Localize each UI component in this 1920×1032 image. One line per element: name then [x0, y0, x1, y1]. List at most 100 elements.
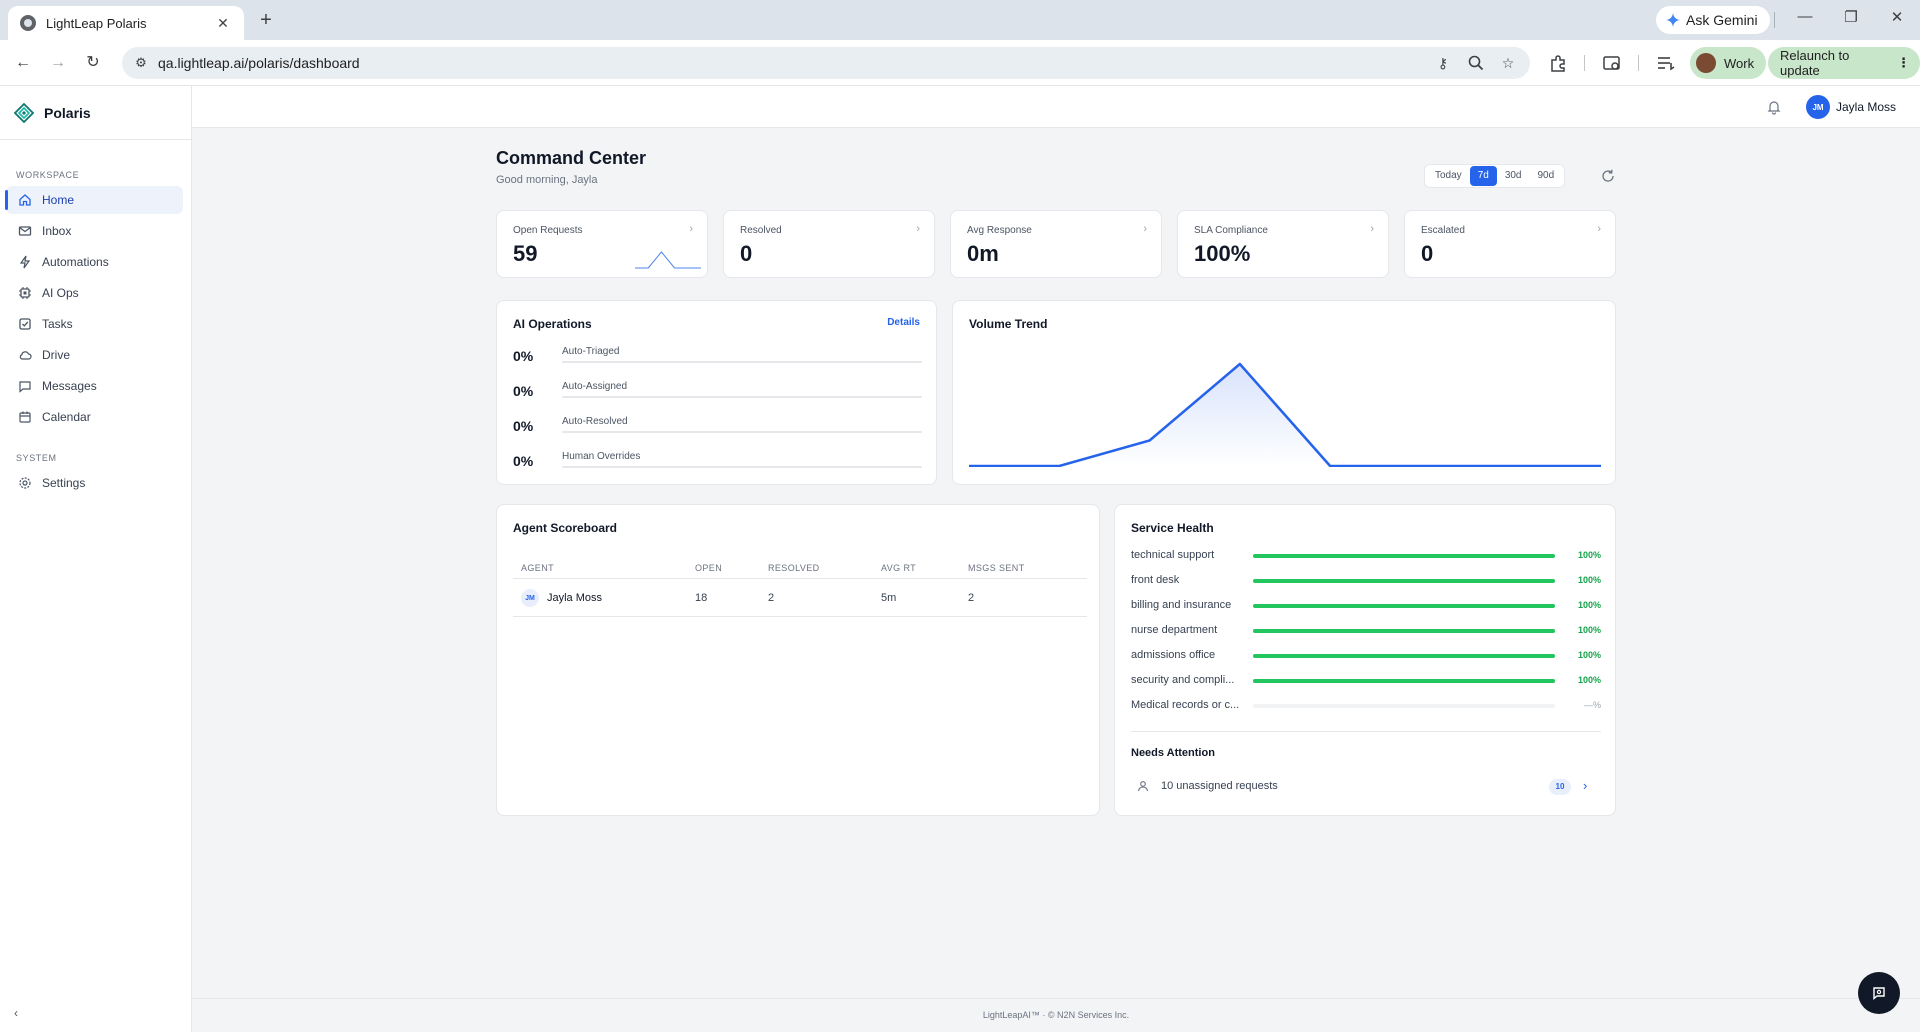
date-range-selector: Today 7d 30d 90d: [1424, 164, 1566, 188]
zoom-icon[interactable]: [1467, 54, 1485, 72]
series-line: [969, 362, 1601, 467]
forward-button[interactable]: →: [50, 54, 66, 71]
gemini-sparkle-icon: [1666, 13, 1680, 27]
kpi-sla-compliance[interactable]: SLA Compliance 100% ›: [1177, 210, 1389, 278]
progress-track: [562, 396, 922, 398]
column-header[interactable]: OPEN: [695, 563, 723, 573]
sidebar-item-inbox[interactable]: Inbox: [6, 217, 183, 245]
kpi-open-requests[interactable]: Open Requests 59 ›: [496, 210, 708, 278]
close-window-button[interactable]: ✕: [1890, 9, 1904, 26]
card-title: Volume Trend: [969, 317, 1048, 331]
ops-label: Auto-Triaged: [562, 346, 620, 357]
service-row[interactable]: front desk 100%: [1131, 573, 1601, 591]
health-value: —%: [1583, 700, 1601, 710]
globe-icon: [20, 15, 36, 31]
bell-icon[interactable]: [1766, 99, 1782, 115]
chat-icon: [1873, 987, 1885, 1000]
sidebar-item-automations[interactable]: Automations: [6, 248, 183, 276]
column-header[interactable]: AVG RT: [881, 563, 917, 573]
browser-tab[interactable]: LightLeap Polaris ✕: [8, 6, 244, 40]
health-track: [1253, 604, 1555, 608]
brand[interactable]: Polaris: [0, 86, 191, 140]
kpi-value: 0: [740, 241, 753, 266]
avatar: JM: [521, 589, 539, 607]
health-track: [1253, 704, 1555, 708]
extensions-icon[interactable]: [1547, 52, 1569, 74]
needs-attention-item[interactable]: 10 unassigned requests 10 ›: [1131, 775, 1601, 799]
range-90d[interactable]: 90d: [1537, 170, 1555, 181]
service-row[interactable]: security and compli... 100%: [1131, 673, 1601, 691]
column-header[interactable]: RESOLVED: [768, 563, 820, 573]
kpi-avg-response[interactable]: Avg Response 0m ›: [950, 210, 1162, 278]
sidebar-item-home[interactable]: Home: [5, 186, 183, 214]
address-bar[interactable]: ⚙ qa.lightleap.ai/polaris/dashboard ⚷ ☆: [122, 47, 1530, 79]
details-link[interactable]: Details: [887, 317, 920, 328]
restore-button[interactable]: ❐: [1844, 9, 1858, 26]
minimize-button[interactable]: —: [1797, 8, 1813, 25]
ask-gemini-button[interactable]: Ask Gemini: [1656, 6, 1770, 34]
new-tab-button[interactable]: +: [260, 9, 272, 31]
service-row[interactable]: Medical records or c... —%: [1131, 698, 1601, 716]
system-section-label: SYSTEM: [16, 453, 57, 463]
range-today[interactable]: Today: [1435, 170, 1462, 181]
service-row[interactable]: billing and insurance 100%: [1131, 598, 1601, 616]
key-icon[interactable]: ⚷: [1437, 55, 1449, 71]
ai-operations-card: AI Operations Details 0% Auto-Triaged 0%…: [496, 300, 937, 485]
chevron-right-icon: ›: [916, 223, 920, 235]
sidebar-item-tasks[interactable]: Tasks: [6, 310, 183, 338]
kpi-escalated[interactable]: Escalated 0 ›: [1404, 210, 1616, 278]
sidebar-item-calendar[interactable]: Calendar: [6, 403, 183, 431]
reload-button[interactable]: ↻: [86, 54, 100, 71]
gear-icon: [19, 477, 31, 489]
profile-chip[interactable]: Work: [1690, 47, 1767, 79]
health-fill: [1253, 554, 1555, 558]
profile-label: Work: [1724, 55, 1755, 71]
chevron-right-icon: ›: [1583, 778, 1588, 793]
range-7d[interactable]: 7d: [1469, 166, 1497, 186]
tab-search-icon[interactable]: [1601, 52, 1623, 74]
user-name: Jayla Moss: [1836, 100, 1897, 114]
column-header[interactable]: AGENT: [521, 563, 555, 573]
refresh-icon[interactable]: [1600, 168, 1616, 184]
volume-trend-chart: [969, 362, 1601, 467]
column-header[interactable]: MSGS SENT: [968, 563, 1025, 573]
sidebar-item-ai-ops[interactable]: AI Ops: [6, 279, 183, 307]
workspace-section-label: WORKSPACE: [16, 170, 80, 180]
health-track: [1253, 654, 1555, 658]
open-cell: 18: [695, 592, 708, 604]
ops-value: 0%: [513, 348, 534, 364]
divider: [1774, 12, 1775, 28]
bookmark-star-icon[interactable]: ☆: [1501, 55, 1515, 71]
chat-support-button[interactable]: [1858, 972, 1900, 1014]
sidebar-item-label: Settings: [42, 476, 86, 490]
url-text: qa.lightleap.ai/polaris/dashboard: [158, 55, 360, 71]
kpi-resolved[interactable]: Resolved 0 ›: [723, 210, 935, 278]
relaunch-button[interactable]: Relaunch to update ⋮: [1768, 47, 1920, 79]
more-menu-icon[interactable]: ⋮: [1897, 55, 1910, 70]
site-settings-icon[interactable]: ⚙: [135, 55, 147, 70]
sidebar-item-drive[interactable]: Drive: [6, 341, 183, 369]
ops-label: Auto-Resolved: [562, 416, 628, 427]
needs-attention-title: Needs Attention: [1131, 747, 1215, 759]
sidebar-item-messages[interactable]: Messages: [6, 372, 183, 400]
card-title: AI Operations: [513, 317, 592, 331]
sidebar-item-label: Messages: [42, 379, 97, 393]
sidebar-item-label: Calendar: [42, 410, 91, 424]
ops-row: 0% Auto-Resolved: [513, 414, 922, 438]
kpi-value: 59: [513, 241, 538, 266]
media-controls-icon[interactable]: [1655, 52, 1677, 74]
tab-close-icon[interactable]: ✕: [217, 14, 229, 31]
bolt-icon: [19, 255, 31, 269]
sidebar-item-settings[interactable]: Settings: [6, 469, 183, 497]
table-row[interactable]: JM Jayla Moss 18 2 5m 2: [513, 579, 1087, 617]
user-menu[interactable]: JM Jayla Moss: [1806, 95, 1896, 119]
service-row[interactable]: technical support 100%: [1131, 548, 1601, 566]
service-row[interactable]: admissions office 100%: [1131, 648, 1601, 666]
range-30d[interactable]: 30d: [1504, 170, 1522, 181]
back-button[interactable]: ←: [15, 54, 31, 71]
kpi-label: Escalated: [1421, 225, 1465, 236]
service-row[interactable]: nurse department 100%: [1131, 623, 1601, 641]
progress-track: [562, 466, 922, 468]
collapse-sidebar-button[interactable]: ‹: [14, 1006, 18, 1020]
table-header: AGENT OPEN RESOLVED AVG RT MSGS SENT: [513, 557, 1087, 579]
